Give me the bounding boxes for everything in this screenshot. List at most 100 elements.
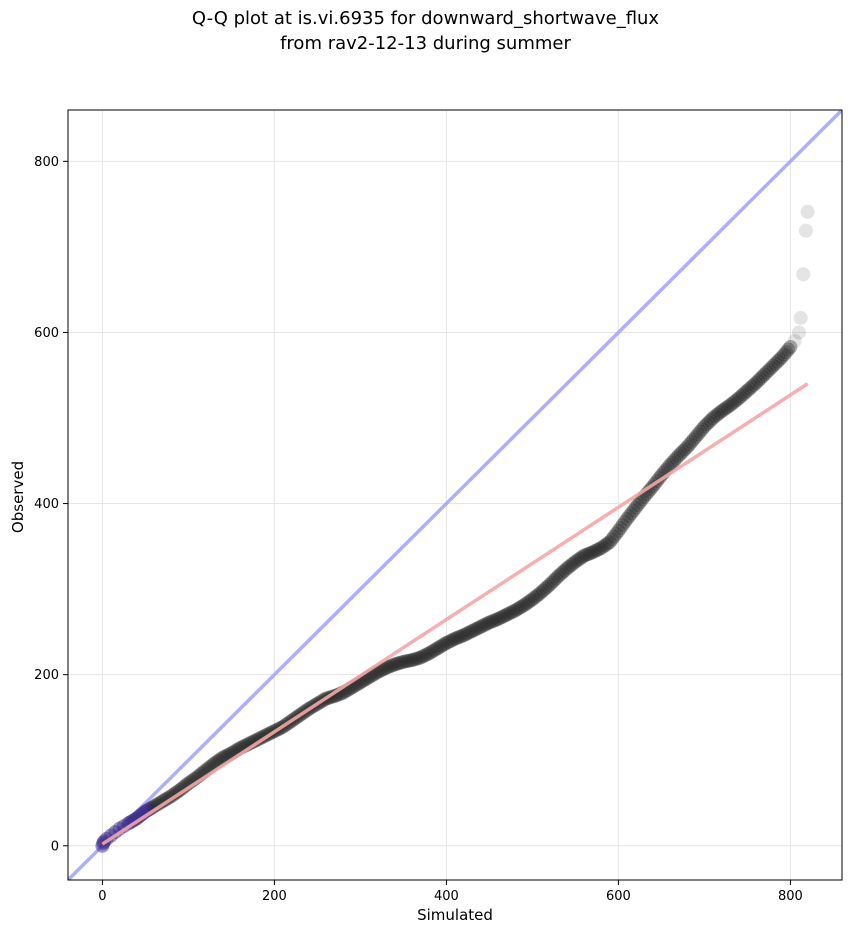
- quantile-point: [744, 379, 759, 394]
- quantile-point: [387, 657, 402, 672]
- quantile-point: [437, 637, 452, 652]
- quantile-point: [439, 636, 454, 651]
- quantile-point: [753, 371, 768, 386]
- quantile-point: [725, 396, 740, 411]
- quantile-point: [396, 654, 411, 669]
- quantile-point: [383, 659, 398, 674]
- x-axis-ticks: 0 200 400 600 800: [98, 880, 803, 904]
- quantile-point: [686, 432, 701, 447]
- quantile-point: [549, 571, 564, 586]
- quantile-point: [248, 733, 263, 748]
- quantile-point: [172, 783, 187, 798]
- quantile-point: [693, 424, 708, 439]
- quantile-point: [432, 639, 447, 654]
- quantile-point: [415, 649, 430, 664]
- quantile-point: [706, 411, 720, 425]
- quantile-point: [598, 538, 613, 553]
- quantile-point: [607, 529, 622, 544]
- quantile-point: [776, 347, 791, 362]
- chart-title-line1: Q-Q plot at is.vi.6935 for downward_shor…: [191, 8, 660, 29]
- quantile-point: [445, 632, 460, 647]
- quantile-point: [174, 781, 189, 796]
- quantile-point: [731, 391, 746, 406]
- quantile-point: [405, 653, 419, 668]
- quantile-point: [523, 593, 538, 608]
- quantile-point: [527, 590, 542, 605]
- quantile-point: [566, 556, 581, 571]
- quantile-point: [422, 646, 437, 661]
- quantile-point: [525, 592, 540, 607]
- quantile-point: [751, 373, 766, 388]
- quantile-point: [628, 500, 643, 515]
- quantile-point: [783, 339, 798, 354]
- quantile-point: [712, 405, 727, 420]
- fit-line: [101, 382, 809, 846]
- quantile-point: [564, 558, 579, 573]
- quantile-point: [379, 660, 394, 675]
- quantile-point: [471, 620, 486, 635]
- quantile-point: [703, 413, 718, 428]
- quantile-point: [385, 658, 400, 673]
- quantile-point: [574, 550, 589, 565]
- quantile-point: [701, 415, 716, 430]
- quantile-point: [682, 437, 697, 452]
- quantile-point: [733, 389, 748, 404]
- quantile-point: [630, 498, 645, 513]
- quantile-point: [740, 383, 755, 398]
- quantile-point: [746, 377, 761, 392]
- quantile-point: [420, 647, 435, 662]
- quantile-point: [736, 387, 751, 402]
- y-tick-label: 200: [34, 668, 59, 683]
- quantile-point: [678, 442, 693, 457]
- x-tick-label: 0: [98, 889, 106, 904]
- quantile-point: [710, 407, 725, 422]
- x-axis-label: Simulated: [417, 906, 493, 924]
- quantile-point: [772, 352, 787, 367]
- quantile-point: [559, 561, 574, 576]
- quantile-point: [551, 569, 566, 584]
- quantile-point: [792, 325, 806, 340]
- quantile-point: [553, 567, 568, 582]
- quantile-point: [663, 458, 677, 473]
- quantile-point: [467, 622, 482, 637]
- quantile-point: [688, 429, 703, 444]
- quantile-point: [327, 689, 342, 704]
- quantile-point: [424, 644, 439, 659]
- quantile-point: [469, 621, 484, 636]
- quantile-point: [450, 630, 465, 645]
- y-axis-label: Observed: [9, 461, 27, 533]
- identity-line: [68, 110, 842, 880]
- chart-title: Q-Q plot at is.vi.6935 for downward_shor…: [0, 6, 851, 56]
- x-tick-label: 800: [778, 889, 803, 904]
- quantile-point: [697, 419, 712, 434]
- quantile-point: [495, 609, 510, 624]
- quantile-point: [441, 634, 456, 649]
- quantile-point: [456, 628, 471, 643]
- quantile-point: [381, 659, 396, 674]
- quantile-point: [529, 588, 544, 603]
- quantile-point: [787, 334, 802, 348]
- quantile-point: [592, 542, 607, 557]
- quantile-point: [695, 422, 710, 437]
- quantile-point: [536, 583, 551, 598]
- quantile-point: [521, 595, 536, 610]
- quantile-point: [503, 605, 518, 620]
- quantile-point: [577, 548, 591, 563]
- y-tick-label: 0: [51, 839, 59, 854]
- quantile-point: [602, 535, 617, 550]
- quantile-point: [484, 614, 499, 629]
- y-tick-label: 600: [34, 326, 59, 341]
- quantile-point: [673, 446, 688, 461]
- quantile-point: [632, 495, 647, 510]
- quantile-point: [684, 434, 699, 449]
- quantile-point: [250, 732, 265, 747]
- quantile-point: [611, 523, 626, 538]
- quantile-point: [708, 409, 723, 424]
- quantile-point: [675, 444, 690, 459]
- quantile-point: [594, 541, 609, 556]
- grid-lines: [68, 110, 842, 880]
- quantile-point: [749, 375, 763, 390]
- quantile-point: [759, 365, 774, 380]
- quantile-point: [793, 310, 808, 325]
- quantile-point: [155, 794, 170, 809]
